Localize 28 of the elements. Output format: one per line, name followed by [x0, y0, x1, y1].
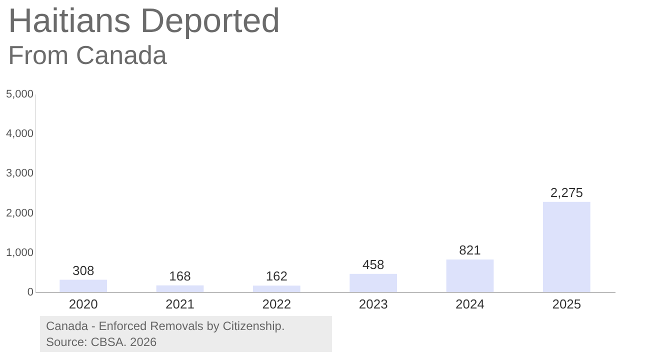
data-label: 821 [459, 242, 481, 258]
bar [60, 280, 108, 292]
data-label: 2,275 [550, 184, 583, 200]
x-tick-label: 2020 [68, 296, 98, 312]
x-tick-label: 2024 [456, 296, 484, 312]
chart-title: Haitians Deported [8, 2, 280, 40]
bar [252, 286, 300, 292]
y-tick-label: 5,000 [6, 88, 34, 100]
chart-subtitle: From Canada [8, 40, 167, 70]
bar [542, 202, 590, 292]
x-tick-label: 2023 [358, 296, 388, 312]
y-tick-label: 1,000 [6, 246, 34, 259]
y-tick-label: 0 [27, 286, 34, 298]
y-tick-label: 3,000 [6, 168, 34, 180]
source-note: Source: CBSA. 2026 [46, 334, 158, 350]
x-tick-label: 2021 [166, 296, 194, 312]
y-tick-label: 4,000 [6, 128, 34, 140]
bar [156, 285, 204, 292]
data-label: 308 [72, 262, 94, 278]
x-tick-label: 2025 [552, 296, 582, 312]
data-label: 458 [362, 256, 384, 272]
text: Canada - Enforced Removals by Citizenship. [46, 318, 286, 334]
bar [446, 259, 494, 292]
bar [350, 274, 398, 292]
x-tick-label: 2022 [262, 296, 292, 312]
y-tick-label: 2,000 [6, 207, 34, 220]
data-label: 162 [266, 268, 288, 284]
data-label: 168 [169, 268, 191, 284]
